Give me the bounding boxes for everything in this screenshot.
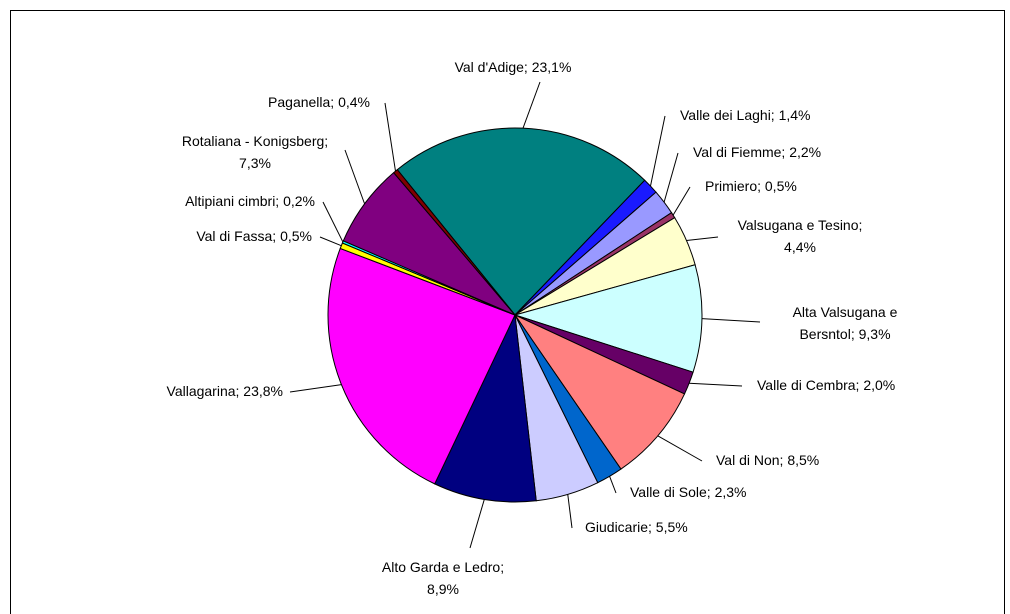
label-line: Bersntol; 9,3% [799, 326, 890, 342]
label-line: Primiero; 0,5% [705, 178, 797, 194]
data-label: Altipiani cimbri; 0,2% [185, 193, 315, 209]
label-line: Alta Valsugana e [793, 304, 898, 320]
label-line: Altipiani cimbri; 0,2% [185, 193, 315, 209]
data-label: Alto Garda e Ledro; 8,9% [382, 559, 504, 597]
leader-line [322, 201, 344, 243]
data-label: Valle di Sole; 2,3% [630, 484, 746, 500]
leader-line [663, 152, 679, 203]
data-label: Valle dei Laghi; 1,4% [680, 107, 811, 123]
leader-line [609, 476, 617, 494]
leader-line [672, 186, 691, 216]
data-label: Alta Valsugana e Bersntol; 9,3% [793, 304, 898, 342]
leader-line [689, 382, 743, 387]
label-line: 4,4% [784, 239, 816, 255]
pie-slice [513, 313, 686, 470]
data-label: Val di Non; 8,5% [716, 452, 819, 468]
data-label: Val di Fiemme; 2,2% [693, 144, 821, 160]
label-line: Val d'Adige; 23,1% [455, 59, 572, 75]
label-line: Val di Fassa; 0,5% [196, 228, 312, 244]
leader-line [686, 236, 719, 242]
data-label: Primiero; 0,5% [705, 178, 797, 194]
label-line: Val di Non; 8,5% [716, 452, 819, 468]
label-line: Paganella; 0,4% [268, 94, 370, 110]
pie-slice [393, 168, 516, 316]
data-label: Val d'Adige; 23,1% [455, 59, 572, 75]
leader-line [469, 499, 485, 549]
label-line: Valle di Sole; 2,3% [630, 484, 746, 500]
label-line: Alto Garda e Ledro; [382, 559, 504, 575]
leader-line [657, 435, 703, 462]
label-line: Val di Fiemme; 2,2% [693, 144, 821, 160]
label-line: Vallagarina; 23,8% [167, 383, 283, 399]
label-line: Valsugana e Tesino; [738, 217, 863, 233]
leader-line [319, 236, 342, 247]
label-line: Valle di Cembra; 2,0% [757, 377, 895, 393]
data-label: Paganella; 0,4% [268, 94, 370, 110]
data-label: Valle di Cembra; 2,0% [757, 377, 895, 393]
label-line: Valle dei Laghi; 1,4% [680, 107, 811, 123]
pie-slice [434, 313, 537, 503]
leader-line [289, 384, 342, 393]
data-label: Vallagarina; 23,8% [167, 383, 283, 399]
leader-line [649, 115, 666, 187]
leader-line [344, 149, 366, 205]
label-line: 8,9% [427, 581, 459, 597]
leader-line [701, 318, 761, 323]
data-label: Valsugana e Tesino; 4,4% [738, 217, 863, 255]
leader-line [522, 81, 541, 129]
data-label: Rotaliana - Konigsberg; 7,3% [182, 133, 328, 171]
data-label: Val di Fassa; 0,5% [196, 228, 312, 244]
label-line: Rotaliana - Konigsberg; [182, 133, 328, 149]
label-line: Giudicarie; 5,5% [585, 519, 688, 535]
leader-line [567, 494, 573, 529]
data-label: Giudicarie; 5,5% [585, 519, 688, 535]
leader-line [384, 102, 396, 172]
label-line: 7,3% [239, 155, 271, 171]
pie-slice [327, 247, 516, 485]
